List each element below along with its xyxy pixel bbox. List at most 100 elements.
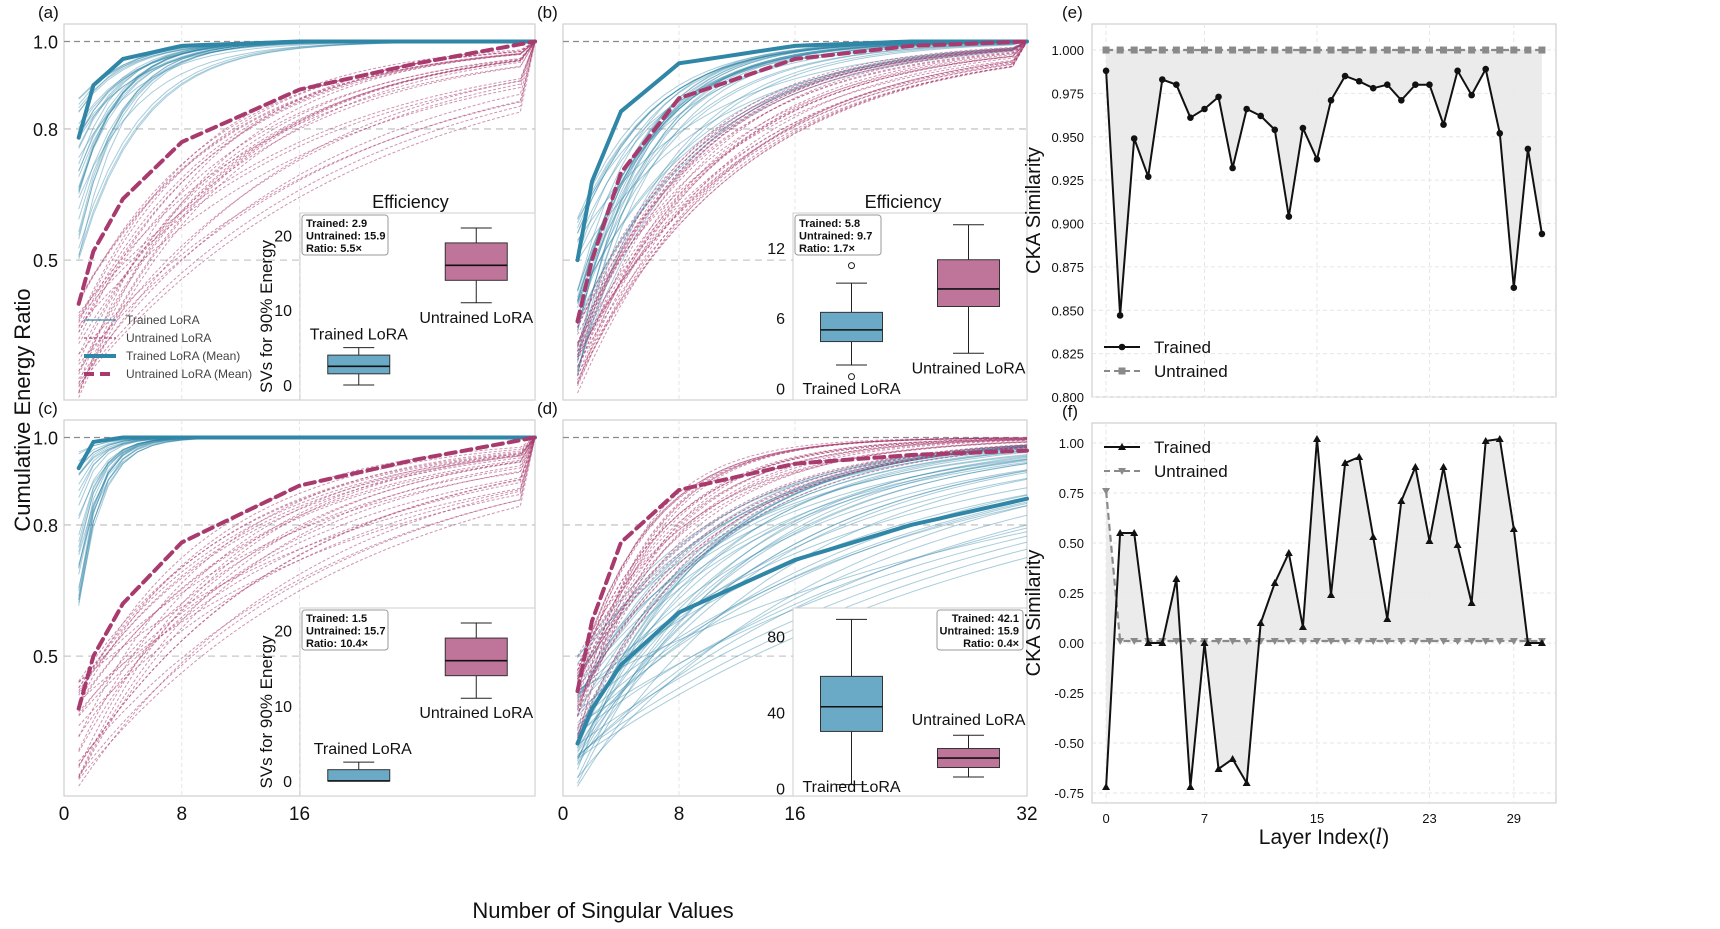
panel-b: (b) Efficiency 0 6 12 Trained: 5.8Untrained: … xyxy=(537,3,1029,401)
untrained-point xyxy=(1411,638,1420,645)
panel-label: (f) xyxy=(1062,402,1078,421)
difference-fill xyxy=(1106,50,1542,316)
panel-e: (e) 0.800 0.825 0.850 0.875 0.900 0.925 0.950 0.… xyxy=(1023,3,1557,405)
x-tick-label: 16 xyxy=(289,804,310,825)
untrained-lora-curve xyxy=(78,41,536,300)
untrained-lora-curve xyxy=(78,437,536,716)
untrained-lora-curve xyxy=(78,41,536,386)
untrained-lora-curve xyxy=(577,440,1028,707)
trained-point xyxy=(1270,579,1279,586)
untrained-point xyxy=(1299,46,1307,54)
stats-line: Ratio: 0.4× xyxy=(963,638,1019,650)
curve-layer xyxy=(575,39,1029,394)
untrained-lora-curve xyxy=(577,41,1028,352)
legend-label: Untrained LoRA (Mean) xyxy=(126,367,252,381)
x-tick-label: 8 xyxy=(674,804,685,825)
trained-point xyxy=(1439,463,1448,470)
untrained-point xyxy=(1383,46,1391,54)
trained-lora-mean-line xyxy=(575,496,1029,746)
y-tick-label: 1.0 xyxy=(33,32,58,52)
y-tick-label: 1.000 xyxy=(1051,43,1084,58)
inset-y-tick-label: 12 xyxy=(767,241,785,258)
untrained-point xyxy=(1186,46,1194,54)
untrained-lora-curve xyxy=(577,41,1028,377)
trained-lora-curve xyxy=(577,527,1028,734)
untrained-lora-curve xyxy=(78,437,536,689)
shared-x-axis-label: Number of Singular Values xyxy=(472,898,733,923)
untrained-lora-curve xyxy=(577,41,1028,335)
untrained-point xyxy=(1116,638,1125,645)
cka-panels: (e) 0.800 0.825 0.850 0.875 0.900 0.925 0.950 0.… xyxy=(1023,3,1557,849)
curve-layer xyxy=(76,435,537,787)
untrained-point xyxy=(1425,46,1433,54)
untrained-lora-curve xyxy=(577,439,1028,716)
trained-point xyxy=(1243,105,1250,113)
untrained-point xyxy=(1172,46,1180,54)
untrained-lora-curve xyxy=(577,446,1028,703)
untrained-lora-curve xyxy=(577,41,1028,384)
trained-box: Trained LoRA xyxy=(314,741,412,782)
panel-label: (d) xyxy=(537,399,558,418)
legend-marker xyxy=(1118,367,1126,375)
untrained-lora-curve xyxy=(78,437,536,778)
y-tick-label: 0.8 xyxy=(33,120,58,140)
untrained-lora-curve xyxy=(577,41,1028,356)
stats-box xyxy=(794,214,882,256)
trained-lora-curve xyxy=(577,463,1028,749)
untrained-point xyxy=(1327,638,1336,645)
legend: Trained LoRA Untrained LoRA Trained LoRA (… xyxy=(84,313,252,381)
y-tick-label: 0.825 xyxy=(1051,347,1084,362)
untrained-point xyxy=(1284,638,1293,645)
iqr-box xyxy=(820,311,883,343)
trained-point xyxy=(1510,284,1518,292)
stats-line: Untrained: 9.7 xyxy=(799,231,872,243)
untrained-lora-curve xyxy=(577,41,1028,346)
trained-point xyxy=(1467,599,1476,606)
legend: Trained Untrained xyxy=(1104,338,1228,381)
untrained-point xyxy=(1200,46,1208,54)
trained-point xyxy=(1130,529,1139,536)
trained-point xyxy=(1256,619,1265,626)
x-axis-label: Layer Index(l) xyxy=(1259,825,1389,849)
untrained-lora-curve xyxy=(78,41,536,317)
untrained-point xyxy=(1369,46,1377,54)
untrained-point xyxy=(1524,46,1532,54)
trained-point xyxy=(1271,126,1279,134)
untrained-lora-curve xyxy=(577,41,1028,394)
untrained-lora-curve xyxy=(78,437,536,694)
stats-box xyxy=(301,609,389,651)
untrained-lora-mean-line xyxy=(76,435,537,711)
trained-point xyxy=(1524,145,1532,153)
stats-line: Untrained: 15.9 xyxy=(940,626,1019,638)
trained-lora-curve xyxy=(577,470,1028,758)
untrained-lora-curve xyxy=(577,41,1028,344)
stats-line: Trained: 5.8 xyxy=(799,218,860,230)
untrained-point xyxy=(1102,46,1110,54)
trained-lora-curve xyxy=(577,41,1028,371)
untrained-point xyxy=(1454,46,1462,54)
trained-point xyxy=(1482,65,1489,73)
outlier xyxy=(848,373,855,381)
trained-lora-curve xyxy=(577,514,1028,758)
legend-marker xyxy=(1118,468,1126,475)
stats-line: Ratio: 10.4× xyxy=(306,638,368,650)
untrained-lora-curve xyxy=(78,41,536,355)
untrained-lora-curve xyxy=(78,437,536,768)
y-tick-label: 0.8 xyxy=(33,516,58,536)
untrained-lora-curve xyxy=(577,439,1028,711)
legend-label: Trained LoRA (Mean) xyxy=(126,349,240,363)
trained-point xyxy=(1172,575,1181,582)
y-tick-label: -0.25 xyxy=(1054,686,1084,701)
trained-point xyxy=(1369,84,1377,92)
stats-line: Untrained: 15.7 xyxy=(306,626,385,638)
legend-label: Trained xyxy=(1154,338,1211,357)
trained-point xyxy=(1341,459,1350,466)
untrained-lora-curve xyxy=(78,437,536,737)
untrained-lora-curve xyxy=(78,41,536,319)
untrained-point xyxy=(1271,46,1279,54)
stats-line: Ratio: 1.7× xyxy=(799,243,855,255)
y-tick-label: 0.5 xyxy=(33,647,58,667)
stats-line: Trained: 1.5 xyxy=(306,613,367,625)
